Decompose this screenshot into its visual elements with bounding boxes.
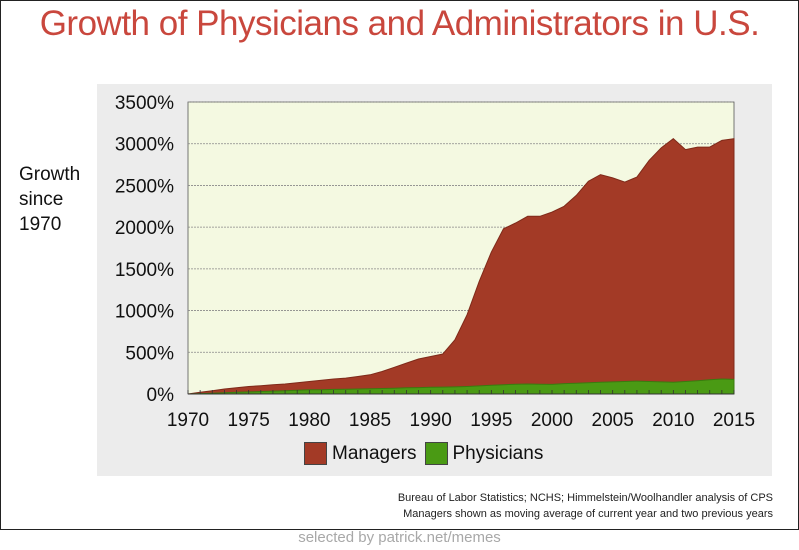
legend-label-managers: Managers [332, 442, 417, 464]
x-tick-label: 1970 [167, 410, 209, 431]
y-tick-label: 0% [147, 385, 175, 406]
y-tick-label: 2000% [115, 218, 174, 239]
x-tick-label: 1980 [288, 410, 330, 431]
legend-label-physicians: Physicians [452, 442, 544, 464]
source-line: Bureau of Labor Statistics; NCHS; Himmel… [397, 492, 773, 504]
x-tick-label: 2005 [592, 410, 634, 431]
y-tick-label: 1500% [115, 260, 174, 281]
series-area-physicians [187, 378, 735, 395]
source-line: Managers shown as moving average of curr… [403, 508, 773, 520]
y-tick-label: 3500% [115, 93, 174, 114]
x-tick-label: 2010 [652, 410, 694, 431]
chart-title: Growth of Physicians and Administrators … [39, 4, 760, 43]
y-tick-label: 3000% [115, 135, 174, 156]
series-area-managers [187, 138, 735, 395]
y-axis-label: Growth since 1970 [19, 162, 80, 237]
y-tick-label: 2500% [115, 176, 174, 197]
y-tick-label: 1000% [115, 302, 174, 323]
x-tick-label: 2015 [713, 410, 755, 431]
x-tick-label: 2000 [531, 410, 573, 431]
legend-swatch-managers [304, 442, 327, 465]
x-tick-label: 1995 [470, 410, 512, 431]
x-tick-label: 1985 [349, 410, 391, 431]
source-note: Bureau of Labor Statistics; NCHS; Himmel… [398, 490, 773, 522]
legend-item-physicians: Physicians [424, 442, 544, 465]
x-tick-label: 1975 [228, 410, 270, 431]
legend: Managers Physicians [304, 442, 551, 465]
legend-swatch-physicians [424, 442, 448, 465]
x-tick-label: 1990 [410, 410, 452, 431]
footer-credit: selected by patrick.net/memes [298, 529, 501, 546]
y-axis-label-line: 1970 [19, 214, 62, 235]
y-axis-label-line: since [19, 189, 64, 210]
y-tick-label: 500% [125, 343, 174, 364]
legend-item-managers: Managers [304, 442, 417, 465]
y-axis-label-line: Growth [19, 164, 81, 185]
